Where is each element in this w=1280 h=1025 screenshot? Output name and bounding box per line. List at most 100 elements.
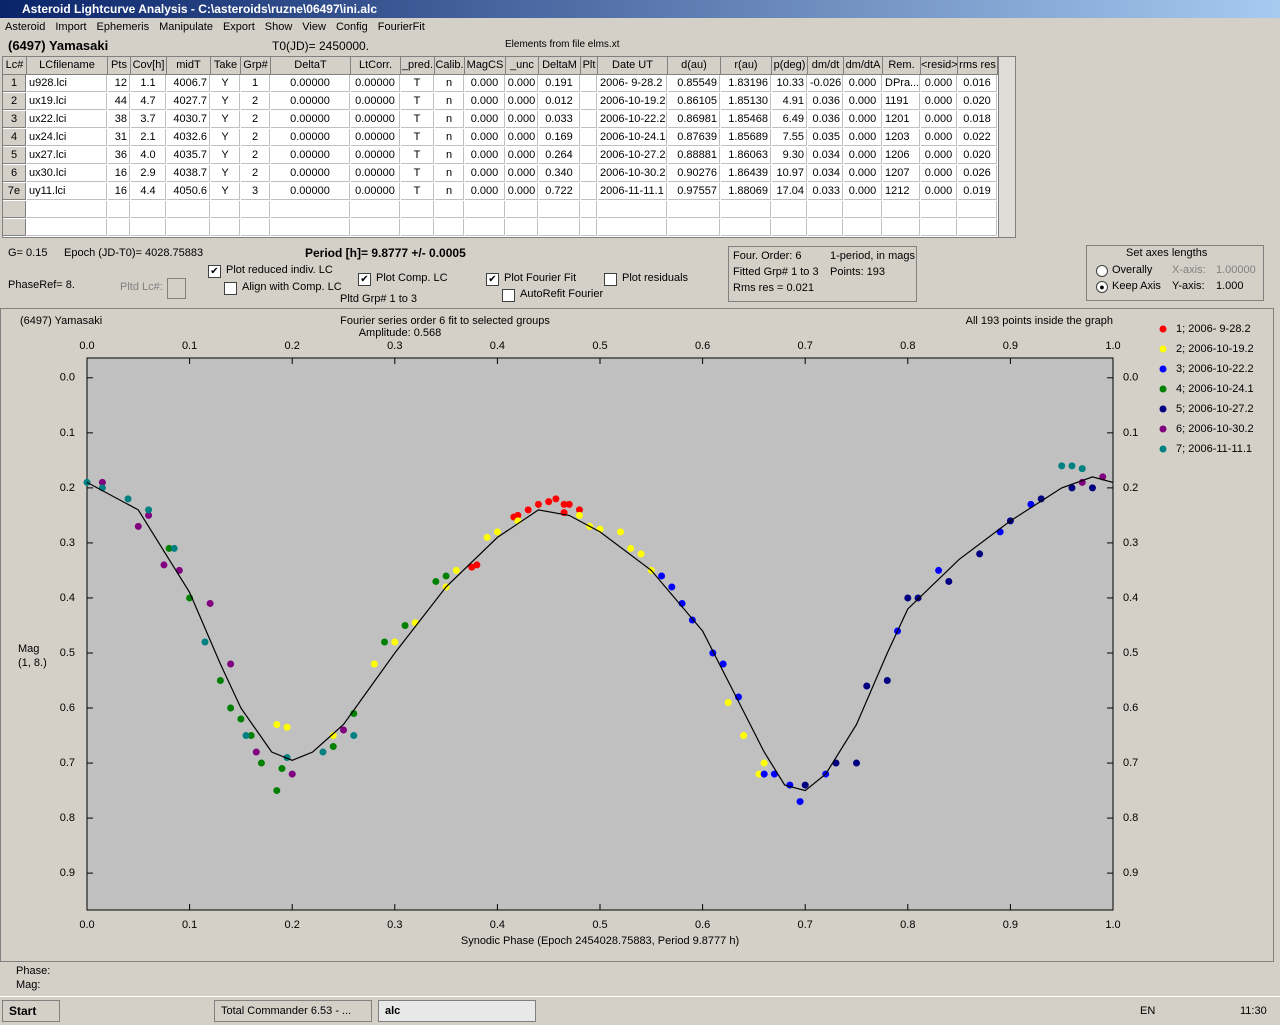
- column-header: r(au): [721, 57, 772, 75]
- table-cell: [598, 201, 667, 218]
- table-cell: 2006- 9-28.2: [598, 75, 667, 92]
- data-point: [252, 748, 260, 756]
- table-cell: T: [401, 165, 434, 182]
- radio[interactable]: ●: [1096, 281, 1108, 293]
- x-tick-label: 1.0: [1105, 919, 1120, 931]
- menu-bar: Asteroid Import Ephemeris Manipulate Export S…: [0, 18, 1280, 36]
- fit-info: Fitted Grp# 1 to 3: [733, 266, 819, 278]
- radio[interactable]: [1096, 265, 1108, 277]
- y-tick-label: 0.1: [1123, 427, 1138, 439]
- table-cell: 4027.7: [167, 93, 210, 110]
- scrollbar[interactable]: [998, 57, 1015, 237]
- fit-info: Four. Order: 6: [733, 250, 802, 262]
- table-cell: 0.169: [539, 129, 580, 146]
- data-point: [329, 732, 337, 740]
- menu-item[interactable]: Manipulate: [159, 21, 213, 33]
- checkbox[interactable]: ✔: [208, 265, 221, 278]
- column-header: midT: [167, 57, 211, 75]
- data-point: [206, 599, 214, 607]
- column-header: _pred.: [401, 57, 435, 75]
- table-cell[interactable]: ux19.lci: [27, 93, 107, 110]
- table-cell: [167, 201, 210, 218]
- data-point: [755, 770, 763, 778]
- menu-item[interactable]: Import: [55, 21, 87, 33]
- table-cell[interactable]: [27, 219, 107, 236]
- table-cell: [721, 201, 771, 218]
- table-cell: n: [435, 147, 464, 164]
- mag-status: Mag:: [16, 979, 41, 991]
- task-button[interactable]: Total Commander 6.53 - ...: [214, 1000, 372, 1022]
- table-cell: 4035.7: [167, 147, 210, 164]
- table-cell[interactable]: u928.lci: [27, 75, 107, 92]
- row-header: [3, 219, 26, 236]
- menu-item[interactable]: Config: [335, 21, 368, 33]
- table-cell: 0.000: [844, 183, 882, 200]
- checkbox[interactable]: ✔: [486, 273, 499, 286]
- chart: (6497) Yamasaki Fourier series order 6 fi…: [18, 315, 1254, 947]
- menu-item[interactable]: View: [302, 21, 326, 33]
- menu-item[interactable]: Export: [222, 21, 255, 33]
- table-cell: [241, 201, 270, 218]
- checkbox-label: Plot reduced indiv. LC: [226, 264, 333, 276]
- table-cell[interactable]: ux22.lci: [27, 111, 107, 128]
- checkbox[interactable]: [224, 282, 237, 295]
- table-cell: [108, 219, 130, 236]
- window-title: Asteroid Lightcurve Analysis - C:\astero…: [22, 2, 378, 16]
- title-bar: Asteroid Lightcurve Analysis - C:\astero…: [0, 0, 1280, 18]
- elements-file: Elements from file elms.xt: [505, 39, 620, 50]
- table-cell[interactable]: [27, 201, 107, 218]
- table-cell[interactable]: ux27.lci: [27, 147, 107, 164]
- column-header: Calib.: [435, 57, 465, 75]
- data-point: [545, 498, 553, 506]
- row-header: 7e: [3, 183, 26, 200]
- menu-item[interactable]: Asteroid: [5, 21, 46, 33]
- table-cell[interactable]: ux30.lci: [27, 165, 107, 182]
- data-point: [452, 566, 460, 574]
- table-cell: 2006-10-27.2: [598, 147, 667, 164]
- menu-item[interactable]: Show: [264, 21, 293, 33]
- t0: T0(JD)= 2450000.: [272, 39, 370, 53]
- x-tick-label: 0.6: [695, 340, 710, 352]
- table-cell: 0.034: [808, 165, 843, 182]
- table-cell: 1.86063: [721, 147, 771, 164]
- table-cell: [581, 201, 597, 218]
- table-cell: [271, 201, 350, 218]
- table-cell: [539, 219, 580, 236]
- menu-item[interactable]: Ephemeris: [96, 21, 150, 33]
- table-cell: 12: [108, 75, 130, 92]
- table-cell[interactable]: ux24.lci: [27, 129, 107, 146]
- table-cell: 1.85130: [721, 93, 771, 110]
- menu-item[interactable]: FourierFit: [377, 21, 425, 33]
- data-point: [575, 506, 583, 514]
- checkbox[interactable]: [502, 289, 515, 302]
- table-cell: 0.88881: [668, 147, 720, 164]
- task-button[interactable]: alc: [378, 1000, 536, 1022]
- table-cell: 4032.6: [167, 129, 210, 146]
- start-button[interactable]: Start: [2, 1000, 60, 1022]
- table-cell: [772, 201, 807, 218]
- data-point: [160, 561, 168, 569]
- language[interactable]: EN: [1140, 1005, 1156, 1017]
- checkbox[interactable]: [604, 273, 617, 286]
- phaseref: PhaseRef= 8.: [8, 279, 75, 291]
- column-header: Cov[h]: [131, 57, 167, 75]
- column-header: dm/dtA: [844, 57, 883, 75]
- table-cell: 2006-10-30.2: [598, 165, 667, 182]
- data-point: [575, 511, 583, 519]
- data-point: [329, 743, 337, 751]
- y-tick-label: 0.8: [60, 812, 75, 824]
- table-cell: T: [401, 129, 434, 146]
- table-cell: 0.722: [539, 183, 580, 200]
- table-cell: 0.000: [921, 93, 957, 110]
- table-cell: [844, 219, 882, 236]
- table-cell: 4.4: [131, 183, 166, 200]
- spinner[interactable]: [167, 278, 186, 299]
- table-cell: 0.018: [958, 111, 997, 128]
- table-cell: [808, 219, 843, 236]
- data-point: [283, 723, 291, 731]
- checkbox[interactable]: ✔: [358, 273, 371, 286]
- table-cell[interactable]: uy11.lci: [27, 183, 107, 200]
- data-point: [83, 478, 91, 486]
- table-cell: 0.00000: [351, 183, 400, 200]
